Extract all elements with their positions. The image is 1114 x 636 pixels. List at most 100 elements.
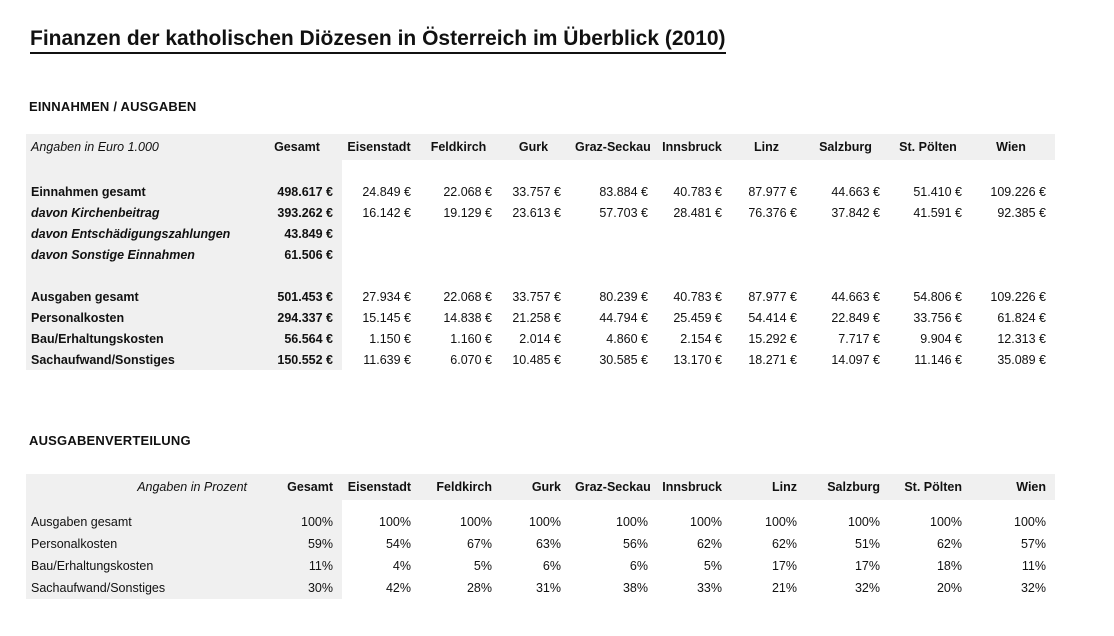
value-cell: 100% (690, 515, 722, 529)
spacer-cell (342, 160, 420, 181)
row-label: Bau/Erhaltungskosten (26, 555, 256, 577)
value-cell (889, 223, 971, 244)
section-heading-einnahmen-ausgaben: EINNAHMEN / AUSGABEN (29, 99, 197, 114)
spacer-cell (420, 500, 501, 511)
value-cell (731, 223, 806, 244)
value-cell: 21.258 € (512, 310, 561, 325)
value-cell: 54.806 € (913, 289, 962, 304)
section-heading-ausgabenverteilung: AUSGABENVERTEILUNG (29, 433, 191, 448)
value-cell (731, 244, 806, 265)
value-cell: 62% (936, 537, 962, 551)
value-cell: 7.717 € (838, 331, 880, 346)
value-cell: 10.485 € (512, 352, 561, 367)
value-cell: 9.904 € (920, 331, 962, 346)
spacer-cell (26, 500, 256, 511)
value-cell: 6% (629, 559, 648, 573)
value-cell: 4.860 € (606, 331, 648, 346)
value-cell: 54.414 € (748, 310, 797, 325)
column-header: Linz (731, 474, 806, 500)
value-cell: 38% (622, 581, 648, 595)
value-cell: 18% (936, 559, 962, 573)
value-cell: 76.376 € (748, 205, 797, 220)
spacer-cell (731, 265, 806, 286)
value-cell: 501.453 € (256, 286, 342, 307)
unit-label: Angaben in Euro 1.000 (26, 134, 256, 160)
spacer-cell (501, 160, 570, 181)
value-cell (657, 223, 731, 244)
column-header: Salzburg (806, 474, 889, 500)
value-cell: 63% (535, 537, 561, 551)
value-cell: 2.154 € (680, 331, 722, 346)
value-cell: 4% (392, 559, 411, 573)
value-cell: 33.756 € (913, 310, 962, 325)
table-row: davon Entschädigungszahlungen 43.849 € (26, 223, 1055, 244)
value-cell: 22.068 € (443, 289, 492, 304)
value-cell: 32% (854, 581, 880, 595)
spacer-cell (26, 160, 256, 181)
spacer-cell (26, 265, 256, 286)
column-header: Eisenstadt (342, 134, 420, 160)
spacer-cell (971, 160, 1055, 181)
spacer-cell (889, 265, 971, 286)
spacer-cell (570, 500, 657, 511)
value-cell (501, 244, 570, 265)
value-cell: 59% (256, 533, 342, 555)
spacer-cell (256, 265, 342, 286)
value-cell: 100% (930, 515, 962, 529)
column-header: Wien (971, 134, 1055, 160)
value-cell: 32% (1020, 581, 1046, 595)
value-cell: 37.842 € (831, 205, 880, 220)
value-cell: 33% (696, 581, 722, 595)
value-cell: 61.506 € (256, 244, 342, 265)
value-cell: 22.068 € (443, 184, 492, 199)
value-cell: 5% (703, 559, 722, 573)
value-cell (806, 244, 889, 265)
value-cell: 35.089 € (997, 352, 1046, 367)
value-cell: 14.838 € (443, 310, 492, 325)
value-cell: 51.410 € (913, 184, 962, 199)
value-cell: 44.794 € (599, 310, 648, 325)
value-cell: 2.014 € (519, 331, 561, 346)
value-cell: 62% (771, 537, 797, 551)
value-cell: 109.226 € (990, 289, 1046, 304)
value-cell: 67% (466, 537, 492, 551)
value-cell: 40.783 € (673, 184, 722, 199)
value-cell: 17% (854, 559, 880, 573)
value-cell (657, 244, 731, 265)
value-cell: 150.552 € (256, 349, 342, 370)
value-cell: 92.385 € (997, 205, 1046, 220)
spacer-row (26, 160, 1055, 181)
spacer-cell (342, 500, 420, 511)
spacer-cell (657, 500, 731, 511)
value-cell: 31% (535, 581, 561, 595)
value-cell: 100% (848, 515, 880, 529)
value-cell (501, 223, 570, 244)
value-cell: 28% (466, 581, 492, 595)
value-cell: 51% (854, 537, 880, 551)
value-cell: 393.262 € (256, 202, 342, 223)
column-header: Gurk (501, 134, 570, 160)
table-row: Einnahmen gesamt 498.617 € 24.849 € 22.068 … (26, 181, 1055, 202)
column-header: Feldkirch (420, 474, 501, 500)
row-label: Sachaufwand/Sonstiges (26, 577, 256, 599)
table-row: Sachaufwand/Sonstiges 30% 42% 28% 31% 38% 33% 2… (26, 577, 1055, 599)
value-cell: 44.663 € (831, 289, 880, 304)
value-cell (570, 244, 657, 265)
column-header: Linz (731, 134, 806, 160)
table-row: Ausgaben gesamt 501.453 € 27.934 € 22.068 €… (26, 286, 1055, 307)
value-cell: 17% (771, 559, 797, 573)
spacer-cell (570, 160, 657, 181)
value-cell: 28.481 € (673, 205, 722, 220)
value-cell: 100% (529, 515, 561, 529)
spacer-cell (971, 265, 1055, 286)
column-header: Gesamt (256, 474, 342, 500)
spacer-cell (501, 500, 570, 511)
spacer-cell (806, 160, 889, 181)
spacer-cell (806, 265, 889, 286)
value-cell: 33.757 € (512, 184, 561, 199)
value-cell: 5% (473, 559, 492, 573)
value-cell: 15.292 € (748, 331, 797, 346)
row-label: Personalkosten (26, 533, 256, 555)
row-label: Sachaufwand/Sonstiges (26, 349, 256, 370)
